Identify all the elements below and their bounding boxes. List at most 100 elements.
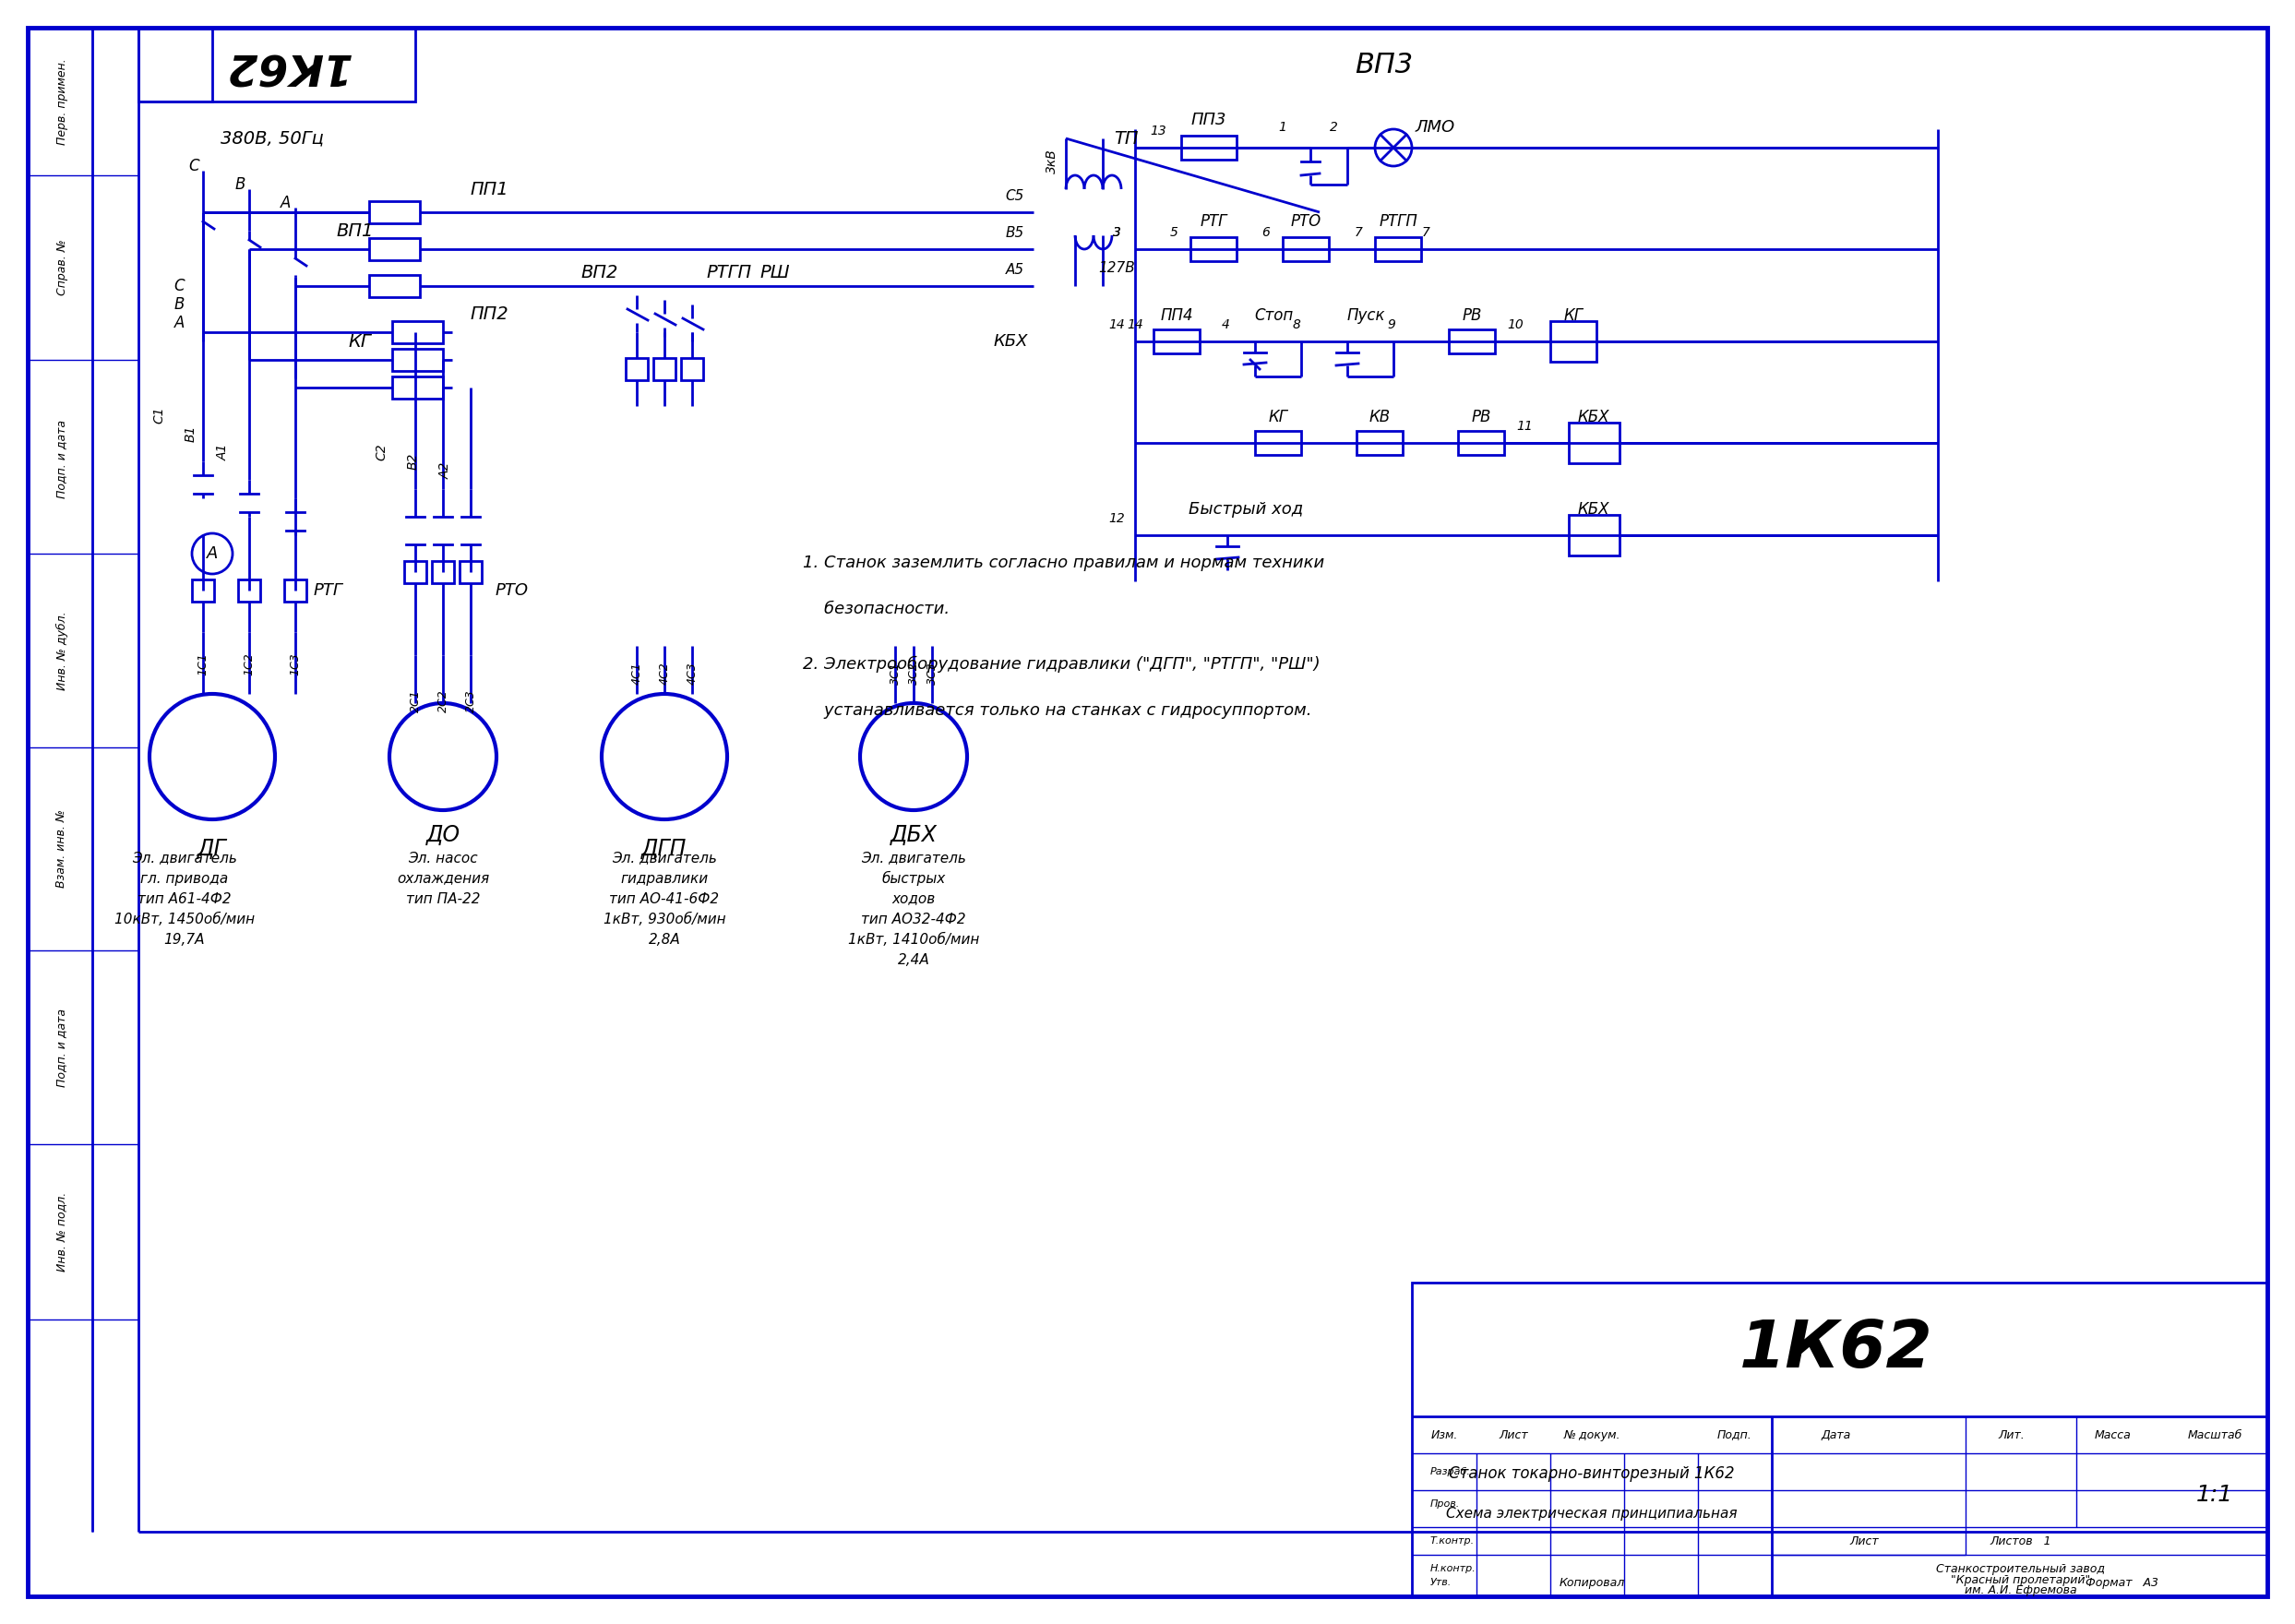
Text: 9: 9 [1388,318,1395,331]
Text: ЛМО: ЛМО [1416,119,1455,136]
Bar [392,322,443,343]
Text: 3С2: 3С2 [907,663,920,685]
Text: охлаждения: охлаждения [397,872,489,885]
Text: Эл. двигатель: Эл. двигатель [133,851,236,866]
Text: тип ПА-22: тип ПА-22 [406,892,480,906]
Text: ТП: ТП [1113,130,1138,148]
Text: С1: С1 [151,406,165,424]
Text: Стоп: Стоп [1253,307,1292,323]
Text: безопасности.: безопасности. [803,601,950,617]
Text: 127В: 127В [1099,261,1136,274]
Bar [392,349,443,370]
Text: КГ: КГ [1269,409,1287,425]
Text: устанавливается только на станках с гидросуппортом.: устанавливается только на станках с гидр… [803,702,1313,719]
Text: 4С1: 4С1 [631,663,643,685]
Bar [1154,330,1200,354]
Text: 4: 4 [1221,318,1230,331]
Text: В: В [234,177,246,193]
Text: Дата: Дата [1822,1429,1852,1440]
Text: ПП2: ПП2 [470,305,507,323]
Bar [1457,430,1503,455]
Text: Лист: Лист [1850,1535,1880,1548]
Text: ВП3: ВП3 [1354,52,1414,78]
Text: Пуск: Пуск [1347,307,1384,323]
Text: 14: 14 [1108,318,1125,331]
Text: РТГ: РТГ [312,583,342,599]
Text: В1: В1 [184,425,197,442]
Text: РТГП: РТГП [1379,213,1418,229]
Text: РШ: РШ [760,263,789,281]
Text: Инв. № подл.: Инв. № подл. [55,1192,69,1272]
Text: Подп. и дата: Подп. и дата [55,419,69,499]
Text: Подп. и дата: Подп. и дата [55,1009,69,1086]
Text: 13: 13 [1150,125,1166,138]
Text: 11: 11 [1517,421,1533,432]
Bar [1283,237,1329,261]
Text: быстрых: быстрых [881,870,946,885]
Bar [1551,322,1597,362]
Text: 1кВт, 1410об/мин: 1кВт, 1410об/мин [847,932,980,947]
Text: Масштаб: Масштаб [2187,1429,2242,1440]
Text: 2. Электрооборудование гидравлики ("ДГП", "РТГП", "РШ"): 2. Электрооборудование гидравлики ("ДГП"… [803,656,1320,672]
Bar [682,357,702,380]
Text: 3: 3 [1113,226,1120,239]
Text: Справ. №: Справ. № [55,240,69,296]
Text: РТГ: РТГ [1200,213,1228,229]
Text: 8: 8 [1292,318,1301,331]
Bar [1191,237,1237,261]
Bar [369,201,420,224]
Bar [431,560,454,583]
Text: 6: 6 [1262,226,1269,239]
Text: ПП1: ПП1 [470,180,507,198]
Bar [285,580,305,601]
Text: 3С3: 3С3 [925,663,939,685]
Text: В: В [174,296,184,313]
Text: 1К62: 1К62 [223,44,349,86]
Text: ВП2: ВП2 [581,263,617,281]
Text: 1С1: 1С1 [197,653,209,676]
Bar [1375,237,1421,261]
Text: 1С2: 1С2 [243,653,255,676]
Text: ДО: ДО [427,823,459,846]
Text: 2С3: 2С3 [464,690,477,713]
Text: 1: 1 [1278,120,1287,133]
Text: КВ: КВ [1368,409,1391,425]
Text: 19,7А: 19,7А [163,932,204,947]
Text: Перв. примен.: Перв. примен. [55,58,69,145]
Text: 4С2: 4С2 [659,663,670,685]
Text: КБХ: КБХ [1577,409,1609,425]
Bar [392,377,443,398]
Bar [654,357,675,380]
Text: КГ: КГ [1563,307,1584,323]
Text: Станок токарно-винторезный 1К62: Станок токарно-винторезный 1К62 [1448,1465,1735,1481]
Text: Н.контр.: Н.контр. [1430,1564,1476,1574]
Text: С: С [174,278,184,294]
Text: Утв.: Утв. [1430,1579,1453,1587]
Text: "Красный пролетарий": "Красный пролетарий" [1951,1574,2091,1585]
Bar [1255,430,1301,455]
Text: А2: А2 [438,463,452,479]
Text: 5: 5 [1170,226,1177,239]
Text: ДГП: ДГП [643,838,686,861]
Text: 12: 12 [1108,512,1125,525]
Text: С5: С5 [1005,188,1024,203]
Text: ПП3: ПП3 [1191,112,1226,128]
Text: А: А [207,546,218,562]
Text: 1К62: 1К62 [1740,1317,1932,1380]
Text: Инв. № дубл.: Инв. № дубл. [55,611,69,690]
Bar [138,28,415,101]
Text: Лит.: Лит. [1999,1429,2024,1440]
Text: 1:1: 1:1 [2196,1484,2233,1505]
Text: тип АО32-4Ф2: тип АО32-4Ф2 [861,913,966,926]
Text: А5: А5 [1005,263,1024,276]
Text: Масса: Масса [2095,1429,2132,1440]
Text: тип АО-41-6Ф2: тип АО-41-6Ф2 [610,892,718,906]
Bar [239,580,259,601]
Text: ДГ: ДГ [197,838,227,861]
Text: 2,4А: 2,4А [897,953,929,966]
Text: Т.контр.: Т.контр. [1430,1536,1476,1546]
Text: С: С [188,158,200,174]
Text: гидравлики: гидравлики [620,872,709,885]
Text: 7: 7 [1354,226,1363,239]
Text: КБХ: КБХ [994,333,1028,349]
